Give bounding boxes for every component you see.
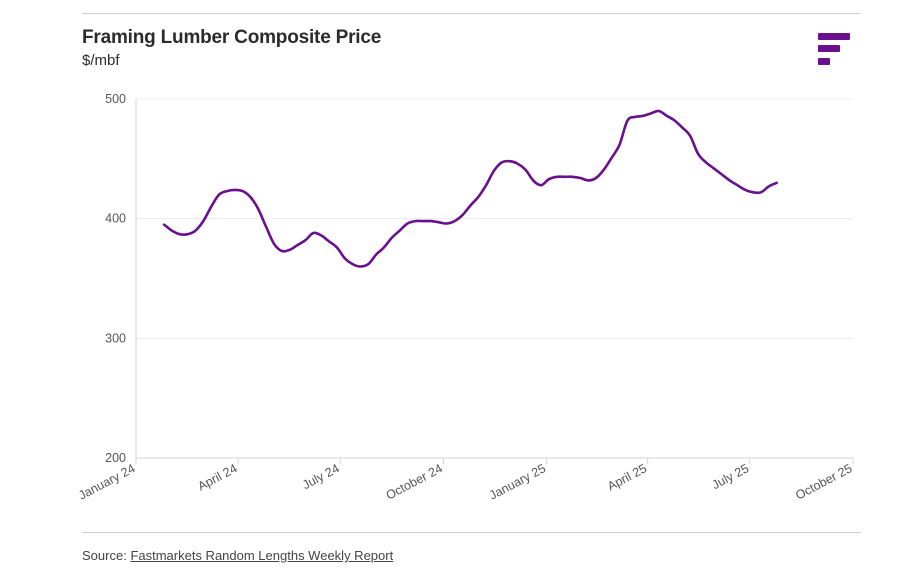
axes (135, 99, 854, 464)
source-prefix: Source: (82, 548, 127, 563)
chart-subtitle: $/mbf (82, 52, 120, 69)
fastmarkets-logo-icon (818, 33, 850, 67)
y-tick-label: 200 (105, 451, 126, 465)
x-tick-label: October 25 (793, 461, 854, 502)
x-tick-label: January 24 (76, 461, 137, 502)
y-tick-label: 500 (105, 92, 126, 106)
source-note: Source: Fastmarkets Random Lengths Weekl… (82, 548, 393, 563)
grid-lines (136, 98, 853, 339)
x-tick-label: April 24 (196, 461, 240, 493)
chart-title: Framing Lumber Composite Price (82, 27, 382, 48)
logo-bar-middle (818, 45, 840, 52)
x-tick-label: October 24 (384, 461, 445, 502)
y-tick-label: 400 (105, 212, 126, 226)
x-tick-label: January 25 (487, 461, 548, 502)
logo-bar-bottom (818, 58, 830, 65)
price-series-line (162, 109, 778, 268)
tick-labels: 200 300 400 500 January 24 April 24 July 24 Oct… (76, 92, 854, 503)
x-tick-label: July 25 (710, 461, 752, 492)
y-tick-label: 300 (105, 331, 126, 345)
series-layer (162, 109, 778, 268)
bottom-divider (82, 532, 861, 533)
source-link[interactable]: Fastmarkets Random Lengths Weekly Report (130, 548, 394, 563)
top-divider (82, 13, 861, 14)
x-tick-label: April 25 (605, 461, 649, 493)
x-tick-label: July 24 (300, 461, 342, 492)
logo-bar-top (818, 33, 850, 40)
